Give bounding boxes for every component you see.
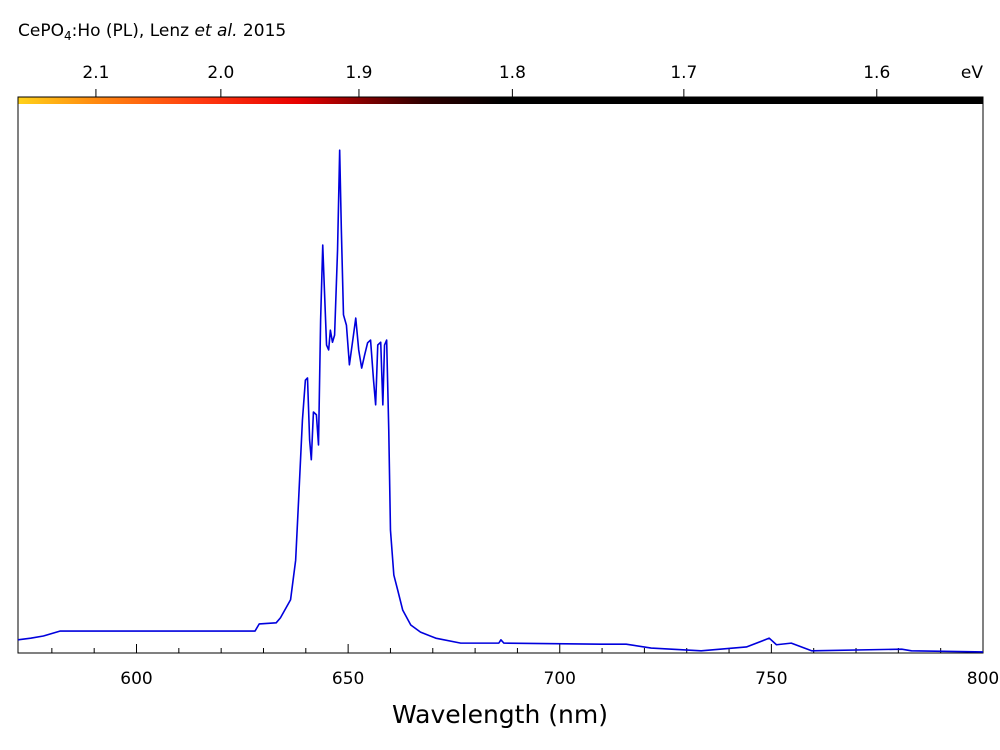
- color-bar: [18, 97, 983, 104]
- x-tick-label: 750: [755, 669, 787, 689]
- x-axis-label: Wavelength (nm): [392, 700, 608, 729]
- x2-tick-label: 1.6: [863, 63, 890, 83]
- x-tick-label: 800: [967, 669, 999, 689]
- x2-tick-label: 1.7: [670, 63, 697, 83]
- x2-tick-label: 1.8: [499, 63, 526, 83]
- x-tick-label: 600: [120, 669, 152, 689]
- x2-axis-label: eV: [961, 63, 983, 83]
- x-tick-label: 700: [544, 669, 576, 689]
- x2-tick-label: 2.0: [207, 63, 234, 83]
- x-tick-label: 650: [332, 669, 364, 689]
- x2-tick-label: 1.9: [345, 63, 372, 83]
- plot-frame: [17, 96, 984, 654]
- spectrum-line: [17, 149, 984, 653]
- chart-title: CePO4:Ho (PL), Lenz et al. 2015: [18, 21, 286, 43]
- x2-tick-label: 2.1: [82, 63, 109, 83]
